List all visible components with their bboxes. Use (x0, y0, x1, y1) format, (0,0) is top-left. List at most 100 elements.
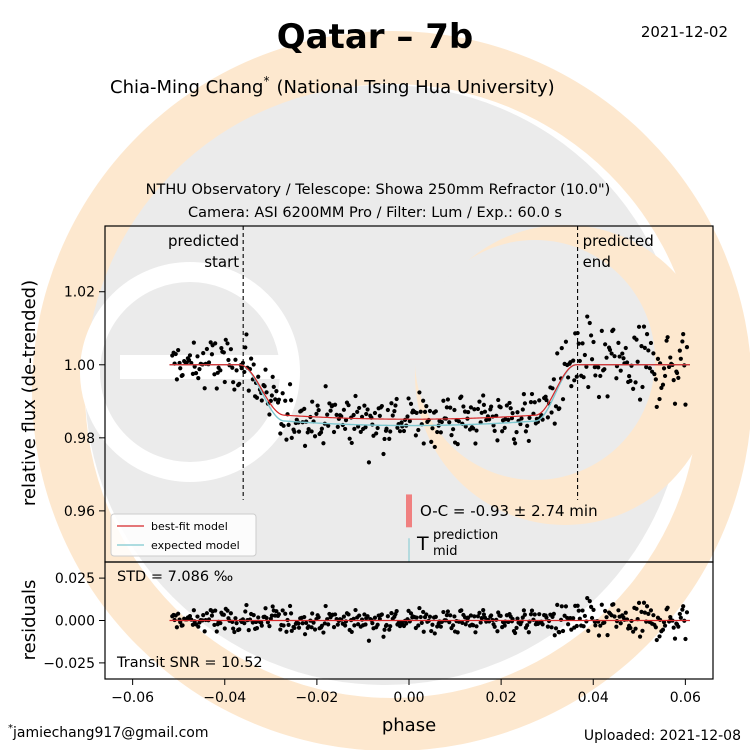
residual-point (331, 625, 337, 630)
residual-point (481, 612, 487, 617)
residual-point (680, 607, 685, 612)
data-point (585, 314, 590, 319)
data-point (514, 430, 519, 435)
data-point (259, 398, 264, 403)
residual-point (653, 625, 658, 630)
data-point (392, 409, 397, 414)
data-point (395, 425, 400, 430)
residual-point (678, 615, 683, 620)
residual-point (654, 637, 659, 643)
residual-point (335, 622, 340, 627)
data-point (543, 394, 548, 399)
residual-point (605, 633, 610, 638)
residual-point (365, 614, 370, 619)
residual-point (408, 611, 414, 616)
residual-point (444, 613, 449, 618)
residual-point (212, 622, 217, 628)
data-point (654, 404, 659, 410)
residual-point (618, 621, 623, 626)
residual-point (394, 609, 399, 614)
data-point (569, 384, 574, 389)
data-point (634, 337, 639, 342)
data-point (674, 370, 680, 376)
residual-point (319, 623, 324, 628)
data-point (269, 393, 274, 398)
residual-point (474, 624, 479, 629)
residual-point (276, 612, 282, 617)
data-point (319, 426, 324, 431)
data-point (661, 366, 667, 371)
data-point (176, 348, 181, 353)
residual-point (244, 602, 249, 608)
data-point (387, 436, 392, 442)
data-point (273, 397, 278, 402)
data-point (362, 403, 367, 408)
data-point (563, 339, 569, 344)
data-point (616, 340, 621, 345)
data-point (244, 332, 249, 337)
residual-point (310, 611, 315, 616)
data-point (251, 362, 256, 367)
data-point (633, 380, 638, 385)
data-point (178, 366, 183, 371)
data-point (379, 403, 384, 409)
data-point (193, 371, 199, 376)
residual-point (498, 613, 503, 619)
data-point (441, 398, 446, 403)
residual-point (628, 625, 633, 631)
data-point (508, 406, 513, 411)
residual-point (661, 620, 667, 625)
residual-point (372, 615, 378, 620)
data-point (287, 382, 293, 387)
data-point (288, 398, 294, 403)
data-point (359, 414, 365, 419)
data-point (581, 375, 586, 380)
data-point (213, 341, 218, 346)
data-point (222, 379, 227, 385)
residual-point (418, 614, 423, 620)
data-point (206, 360, 212, 365)
data-point (580, 341, 585, 346)
data-point (617, 354, 622, 359)
data-point (231, 380, 236, 385)
data-point (292, 429, 297, 434)
data-point (611, 327, 616, 332)
data-point (421, 441, 426, 446)
lightcurve-panel: 0.96 0.98 1.00 1.02 predicted start predicted e… (64, 225, 714, 563)
data-point (676, 375, 681, 380)
data-point (195, 354, 200, 359)
data-point (374, 431, 379, 436)
residual-point (576, 608, 581, 613)
data-point (527, 415, 532, 421)
residual-point (231, 626, 236, 631)
legend-box (110, 513, 257, 557)
residual-point (662, 623, 668, 628)
data-point (627, 373, 632, 379)
residual-point (366, 638, 372, 643)
data-point (309, 429, 314, 434)
data-point (683, 402, 688, 407)
residual-point (288, 611, 294, 616)
data-point (623, 345, 628, 351)
residual-point (672, 636, 678, 641)
residual-point (195, 614, 200, 619)
residual-point (375, 622, 380, 627)
data-point (305, 430, 310, 435)
data-point (445, 397, 451, 402)
legend: best-fit model expected model (110, 513, 257, 557)
residual-point (387, 627, 392, 632)
data-point (680, 339, 685, 344)
residual-point (404, 621, 409, 626)
residual-point (473, 630, 478, 635)
residual-point (581, 624, 586, 629)
data-point (614, 376, 619, 381)
residual-point (515, 616, 520, 621)
data-point (472, 407, 477, 412)
tmid-symbol: T (416, 533, 429, 555)
residual-point (559, 604, 564, 609)
residual-point (614, 619, 620, 624)
residual-point (489, 613, 494, 618)
data-point (621, 356, 626, 361)
predicted-start-label-1: predicted (168, 232, 239, 250)
data-point (363, 425, 368, 430)
